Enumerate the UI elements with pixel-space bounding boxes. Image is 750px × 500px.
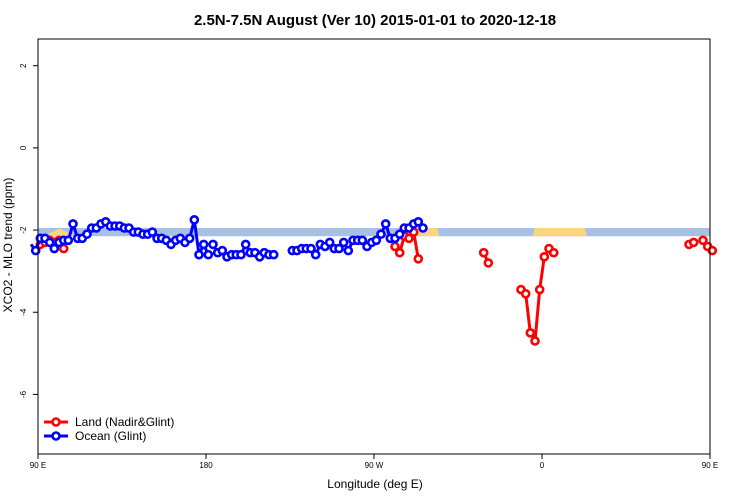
data-point <box>530 336 540 346</box>
y-tick-label: 2 <box>19 63 28 68</box>
y-tick-label: -4 <box>19 308 28 316</box>
data-point <box>418 223 428 233</box>
series-land <box>35 227 718 346</box>
series-layer <box>29 215 718 346</box>
data-point <box>404 233 414 244</box>
y-tick-label: -6 <box>19 390 28 398</box>
data-point <box>371 235 382 246</box>
y-tick-label: 0 <box>19 145 28 150</box>
data-point <box>478 247 489 258</box>
y-axis-label: XCO2 - MLO trend (ppm) <box>1 178 15 313</box>
data-point <box>343 245 354 256</box>
x-axis-label: Longitude (deg E) <box>327 477 422 491</box>
x-tick-label: 90 E <box>702 461 718 470</box>
data-point <box>380 219 391 229</box>
x-tick-label: 180 <box>199 461 213 470</box>
data-point <box>30 245 41 256</box>
data-point <box>44 237 55 248</box>
data-point <box>268 249 279 260</box>
data-point <box>203 249 214 260</box>
data-point <box>413 217 424 227</box>
legend-item: Ocean (Glint) <box>44 429 146 443</box>
data-point <box>49 243 60 254</box>
legend-label: Land (Nadir&Glint) <box>75 415 174 429</box>
data-point <box>357 235 368 246</box>
chart-title: 2.5N-7.5N August (Ver 10) 2015-01-01 to … <box>194 12 556 29</box>
legend-item: Land (Nadir&Glint) <box>44 415 174 429</box>
data-point <box>306 243 316 254</box>
data-point <box>240 239 251 250</box>
data-point <box>147 227 158 237</box>
data-point <box>68 219 78 229</box>
data-point <box>217 245 228 256</box>
land-region <box>43 228 76 237</box>
data-point <box>698 235 708 246</box>
data-point <box>394 247 405 258</box>
data-point <box>338 237 349 248</box>
data-point <box>189 215 200 225</box>
data-point <box>413 253 424 264</box>
data-point <box>310 249 321 260</box>
series-ocean <box>29 215 428 262</box>
trend-band-rect <box>38 228 710 237</box>
data-point <box>63 235 74 246</box>
data-point <box>334 243 344 254</box>
data-point <box>376 229 386 239</box>
data-point <box>525 327 536 338</box>
data-point <box>198 239 209 250</box>
data-point <box>82 229 92 239</box>
data-point <box>184 233 195 244</box>
data-point <box>324 237 335 248</box>
trend-band <box>38 228 710 237</box>
data-point <box>548 247 559 258</box>
data-point <box>483 258 494 268</box>
x-tick-label: 0 <box>540 461 545 470</box>
x-axis: 90 E 180 90 W 0 90 E <box>30 454 718 470</box>
land-region <box>532 228 587 237</box>
data-point <box>520 288 531 299</box>
data-point <box>194 249 204 260</box>
legend-label: Ocean (Glint) <box>75 429 146 443</box>
data-point <box>534 284 545 295</box>
data-point <box>539 251 550 262</box>
y-axis: 2 0 -2 -4 -6 <box>19 63 38 398</box>
data-point <box>208 239 218 250</box>
y-tick-label: -2 <box>19 226 28 234</box>
data-point <box>394 229 405 239</box>
legend-swatch-marker <box>51 417 61 427</box>
data-point <box>707 245 718 256</box>
legend-swatch-marker <box>51 431 61 441</box>
legend: Land (Nadir&Glint)Ocean (Glint) <box>44 415 174 443</box>
data-point <box>236 249 246 260</box>
x-tick-label: 90 E <box>30 461 46 470</box>
x-tick-label: 90 W <box>365 461 384 470</box>
data-point <box>688 237 699 248</box>
data-point <box>58 243 69 254</box>
